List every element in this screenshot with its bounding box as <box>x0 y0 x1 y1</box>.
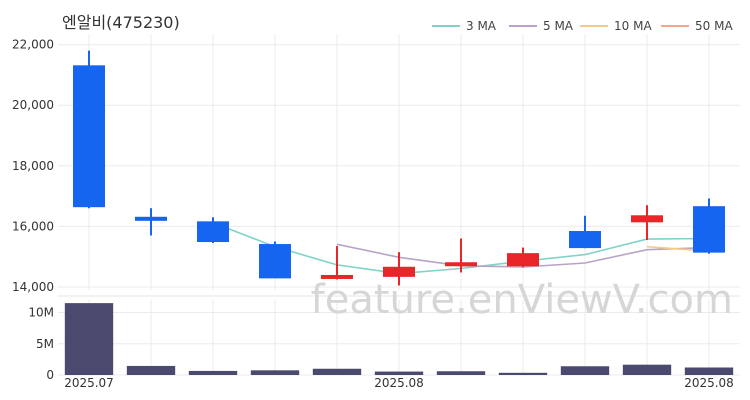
candle-body <box>693 206 725 253</box>
candle-body <box>507 253 539 267</box>
volume-bar <box>622 364 672 375</box>
candle-body <box>197 221 229 243</box>
legend-label: 5 MA <box>543 19 574 33</box>
volume-tick-label: 10M <box>28 306 54 320</box>
chart-title: 엔알비(475230) <box>62 13 180 32</box>
candle-body <box>569 231 601 249</box>
price-tick-label: 16,000 <box>12 219 54 233</box>
x-tick-label: 2025.07 <box>64 376 114 390</box>
volume-bar <box>126 365 176 375</box>
grid-lines <box>58 34 740 376</box>
candle-body <box>383 266 415 277</box>
volume-tick-label: 5M <box>36 337 54 351</box>
candle-body <box>631 215 663 223</box>
candlesticks <box>73 50 725 286</box>
volume-bar <box>684 367 734 375</box>
volume-bars <box>64 303 734 375</box>
candle-body <box>135 216 167 221</box>
candle-body <box>73 65 105 208</box>
price-tick-label: 14,000 <box>12 280 54 294</box>
x-tick-label: 2025.08 <box>374 376 424 390</box>
watermark: feature.enViewV.com <box>311 277 733 323</box>
candle-body <box>445 262 477 267</box>
volume-bar <box>250 370 300 375</box>
volume-tick-label: 0 <box>46 368 54 382</box>
volume-bar <box>374 371 424 375</box>
legend-label: 50 MA <box>695 19 733 33</box>
candle-body <box>259 244 291 279</box>
legend: 3 MA 5 MA 10 MA 50 MA <box>432 19 733 33</box>
volume-bar <box>498 372 548 375</box>
volume-bar <box>188 370 238 375</box>
legend-label: 10 MA <box>614 19 652 33</box>
volume-bar <box>64 303 114 375</box>
volume-bar <box>436 371 486 375</box>
volume-bar <box>312 368 362 375</box>
x-tick-label: 2025.08 <box>684 376 734 390</box>
legend-label: 3 MA <box>466 19 497 33</box>
price-tick-label: 18,000 <box>12 159 54 173</box>
volume-bar <box>560 366 610 375</box>
x-axis-ticks: 2025.07 2025.08 2025.08 <box>64 376 734 390</box>
candle-body <box>321 274 353 279</box>
price-tick-label: 22,000 <box>12 38 54 52</box>
price-tick-label: 20,000 <box>12 98 54 112</box>
y-axis-ticks: 14,000 16,000 18,000 20,000 22,000 0 5M 10M <box>12 38 54 382</box>
